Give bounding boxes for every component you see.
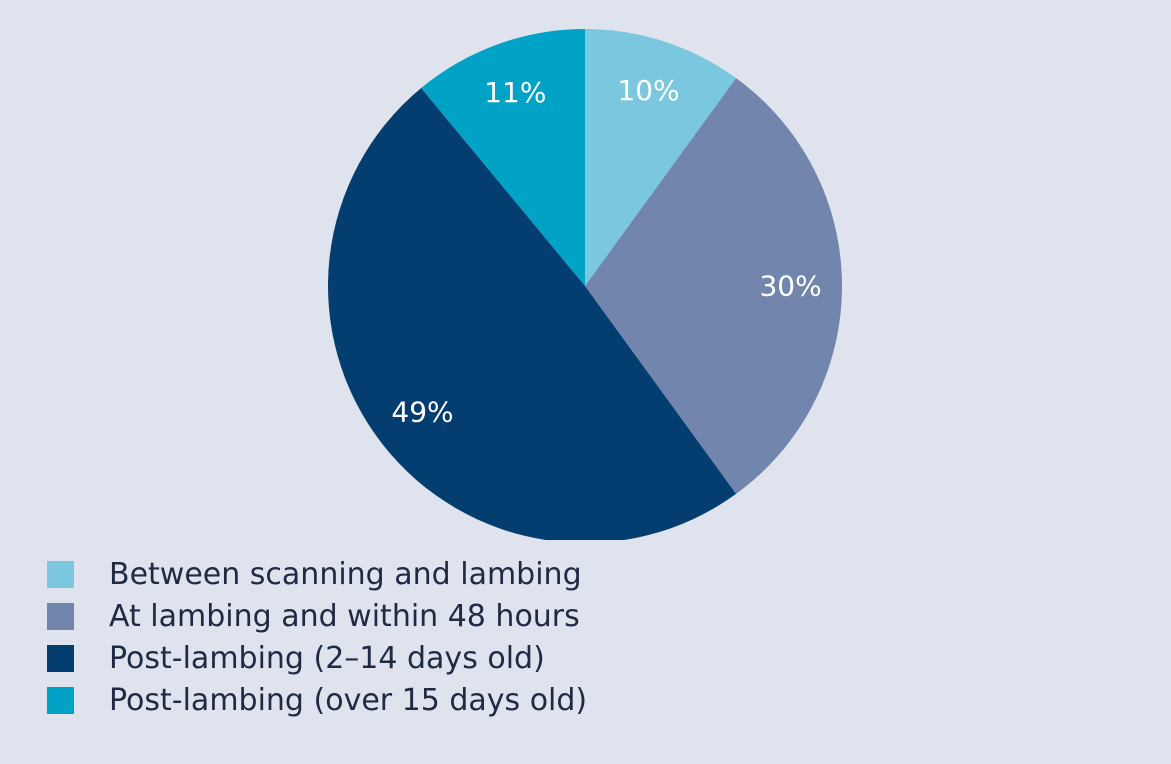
legend-label: Between scanning and lambing [109, 556, 582, 592]
legend-label: At lambing and within 48 hours [109, 598, 580, 634]
pie-slices [328, 29, 842, 540]
pie-slice-label-0: 10% [617, 74, 679, 107]
pie-slice-label-3: 11% [484, 76, 546, 109]
legend-swatch [47, 686, 74, 714]
pie-slice-3 [421, 29, 585, 286]
pie-slice-label-2: 49% [391, 396, 453, 429]
legend-label: Post-lambing (2–14 days old) [109, 640, 545, 676]
legend-item-between-scanning-and-lambing: Between scanning and lambing [47, 553, 587, 595]
legend-item-post-lambing-2-14-days: Post-lambing (2–14 days old) [47, 637, 587, 679]
legend-label: Post-lambing (over 15 days old) [109, 682, 588, 718]
legend: Between scanning and lambing At lambing … [47, 553, 587, 721]
legend-swatch [47, 644, 74, 672]
pie-slice-label-1: 30% [759, 270, 821, 303]
pie-slice-1 [585, 78, 842, 494]
pie-slice-2 [328, 87, 737, 540]
legend-item-at-lambing-within-48-hours: At lambing and within 48 hours [47, 595, 587, 637]
legend-swatch [47, 602, 74, 630]
pie-chart-svg: 10% 30% 49% 11% [328, 29, 842, 540]
pie-slice-0 [585, 29, 737, 286]
legend-swatch [47, 560, 74, 588]
pie-slice-labels: 10% 30% 49% 11% [391, 74, 821, 429]
legend-item-post-lambing-over-15-days: Post-lambing (over 15 days old) [47, 679, 587, 721]
